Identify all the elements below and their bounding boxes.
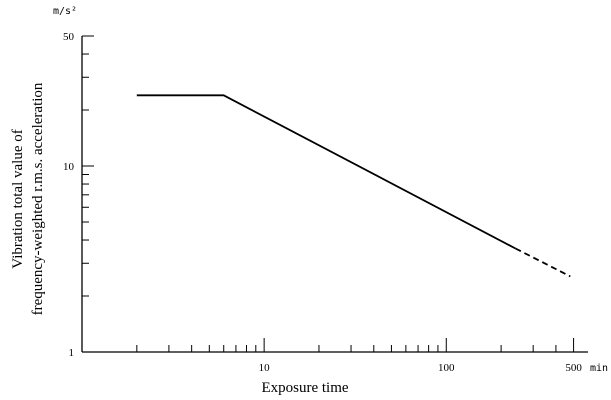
y-tick-label: 10 (63, 161, 75, 173)
y-ticks (82, 35, 94, 353)
y-tick-label: 50 (63, 31, 75, 43)
x-unit-label: min (590, 363, 608, 374)
x-ticks (136, 338, 575, 352)
y-unit-label: m/s² (53, 6, 77, 17)
series-group (136, 94, 571, 278)
x-tick-labels: 10 100 500 (259, 362, 583, 374)
y-tick-labels: 1 10 50 (63, 31, 75, 359)
limit-curve-line (136, 94, 516, 250)
x-tick-label: 100 (438, 362, 455, 374)
y-axis-title-line1: Vibration total value of (10, 129, 26, 268)
x-tick-label: 10 (259, 362, 271, 374)
y-tick-label: 1 (69, 347, 75, 359)
x-tick-label: 500 (565, 362, 582, 374)
y-axis-title-line2: frequency-weighted r.m.s. acceleration (30, 82, 46, 315)
dashed-extension-line (515, 247, 571, 278)
x-axis: 10 100 500 min (82, 338, 608, 374)
x-axis-title: Exposure time (261, 380, 348, 396)
y-axis: 1 10 50 m/s² (53, 6, 94, 359)
